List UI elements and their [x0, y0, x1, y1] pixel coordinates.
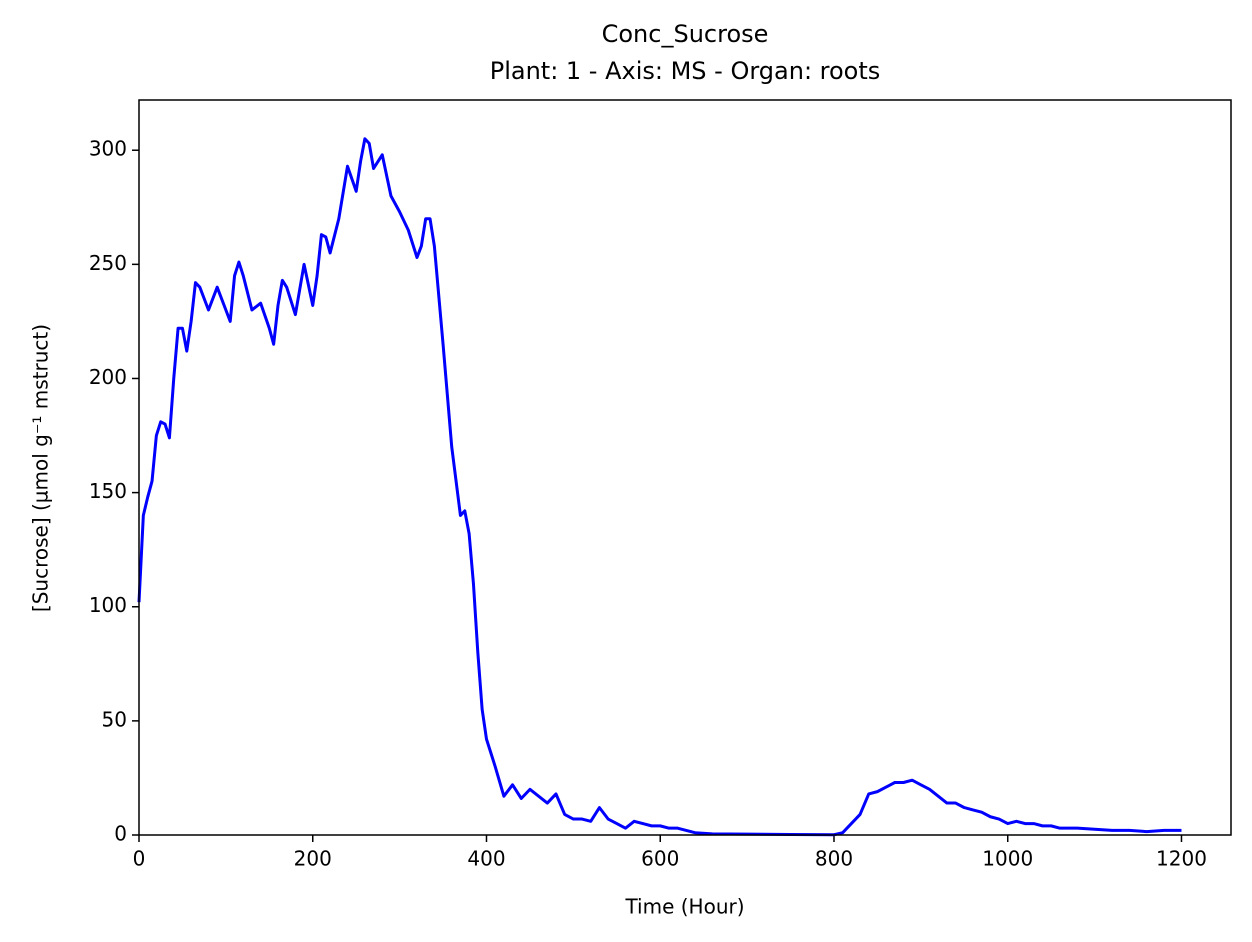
- y-tick-label: 0: [114, 822, 127, 846]
- data-line: [137, 137, 1182, 837]
- x-tick-label: 200: [294, 847, 332, 871]
- y-tick-label: 50: [102, 707, 127, 731]
- x-tick-label: 400: [467, 847, 505, 871]
- chart-title: Conc_Sucrose: [602, 20, 769, 48]
- chart-subtitle: Plant: 1 - Axis: MS - Organ: roots: [490, 57, 881, 85]
- x-tick-label: 1200: [1156, 847, 1207, 871]
- y-tick-label: 100: [89, 593, 127, 617]
- y-tick-label: 300: [89, 137, 127, 161]
- plot-frame: [138, 99, 1232, 836]
- x-tick-label: 800: [815, 847, 853, 871]
- x-tick-label: 600: [641, 847, 679, 871]
- x-axis-label: Time (Hour): [624, 895, 744, 919]
- y-tick-label: 250: [89, 251, 127, 275]
- y-axis-label: [Sucrose] (µmol g⁻¹ mstruct): [29, 324, 53, 612]
- y-tick-label: 150: [89, 479, 127, 503]
- y-tick-label: 200: [89, 365, 127, 389]
- x-tick-label: 0: [133, 847, 146, 871]
- x-tick-label: 1000: [982, 847, 1033, 871]
